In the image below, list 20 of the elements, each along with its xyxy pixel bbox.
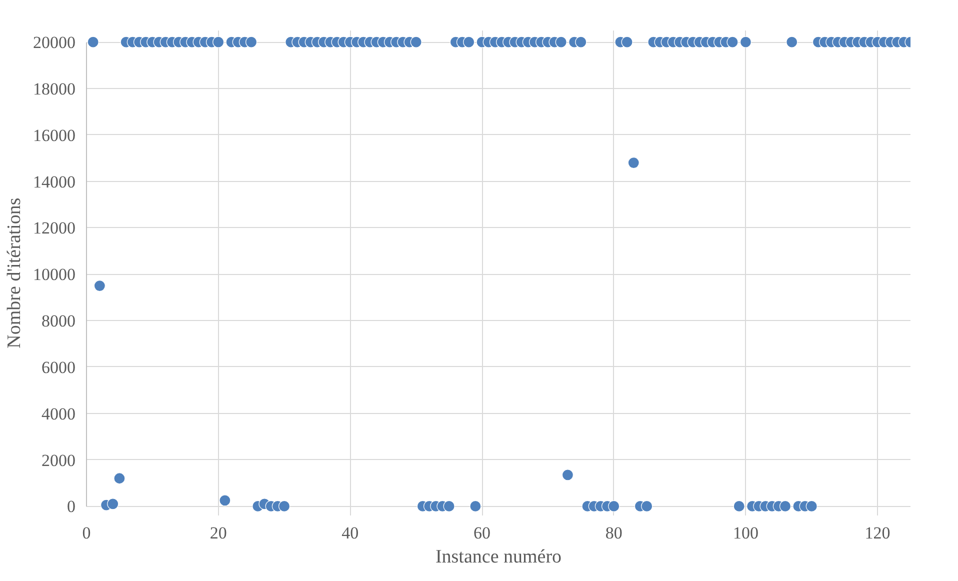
y-tick-label: 6000 [42,358,76,377]
y-tick-label: 8000 [42,312,76,331]
y-tick-label: 4000 [42,404,76,424]
y-tick-label: 14000 [33,172,76,192]
y-tick-label: 18000 [33,80,76,99]
x-tick-label: 100 [732,524,758,542]
y-tick-label: 16000 [33,126,76,145]
x-tick-label: 60 [474,524,491,542]
x-tick-label: 120 [864,524,890,542]
y-tick-label: 2000 [42,450,76,470]
y-tick-label: 0 [67,497,76,516]
y-axis-title: Nombre d'itérations [4,198,25,348]
y-tick-label: 10000 [33,265,76,284]
x-tick-label: 80 [605,524,622,542]
y-tick-label: 20000 [33,33,76,52]
x-tick-label: 20 [210,524,227,542]
x-tick-label: 0 [82,524,91,542]
x-tick-label: 40 [342,524,359,542]
x-axis-title: Instance numéro [435,546,562,568]
y-tick-label: 12000 [33,218,76,238]
